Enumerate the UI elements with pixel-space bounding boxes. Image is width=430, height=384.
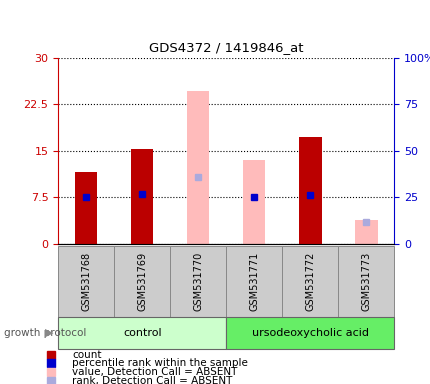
- Bar: [226, 246, 282, 317]
- Text: ursodeoxycholic acid: ursodeoxycholic acid: [251, 328, 368, 338]
- Text: control: control: [123, 328, 161, 338]
- Title: GDS4372 / 1419846_at: GDS4372 / 1419846_at: [149, 41, 303, 54]
- Text: GSM531771: GSM531771: [249, 252, 259, 311]
- Text: rank, Detection Call = ABSENT: rank, Detection Call = ABSENT: [72, 376, 232, 384]
- Bar: [131, 149, 153, 244]
- Bar: [282, 246, 338, 317]
- Text: GSM531768: GSM531768: [81, 252, 91, 311]
- Text: GSM531769: GSM531769: [137, 252, 147, 311]
- Bar: [338, 246, 393, 317]
- Bar: [58, 317, 226, 349]
- Bar: [354, 220, 377, 244]
- Bar: [298, 137, 321, 244]
- Text: GSM531772: GSM531772: [304, 252, 315, 311]
- Text: growth protocol: growth protocol: [4, 328, 86, 338]
- Text: count: count: [72, 349, 101, 360]
- Text: GSM531773: GSM531773: [360, 252, 371, 311]
- Bar: [243, 160, 265, 244]
- Bar: [187, 91, 209, 244]
- Text: percentile rank within the sample: percentile rank within the sample: [72, 358, 248, 368]
- Bar: [114, 246, 170, 317]
- Bar: [170, 246, 226, 317]
- Bar: [58, 246, 114, 317]
- Bar: [226, 317, 393, 349]
- Text: GSM531770: GSM531770: [193, 252, 203, 311]
- Text: ▶: ▶: [45, 328, 54, 338]
- Text: value, Detection Call = ABSENT: value, Detection Call = ABSENT: [72, 367, 237, 377]
- Bar: [75, 172, 97, 244]
